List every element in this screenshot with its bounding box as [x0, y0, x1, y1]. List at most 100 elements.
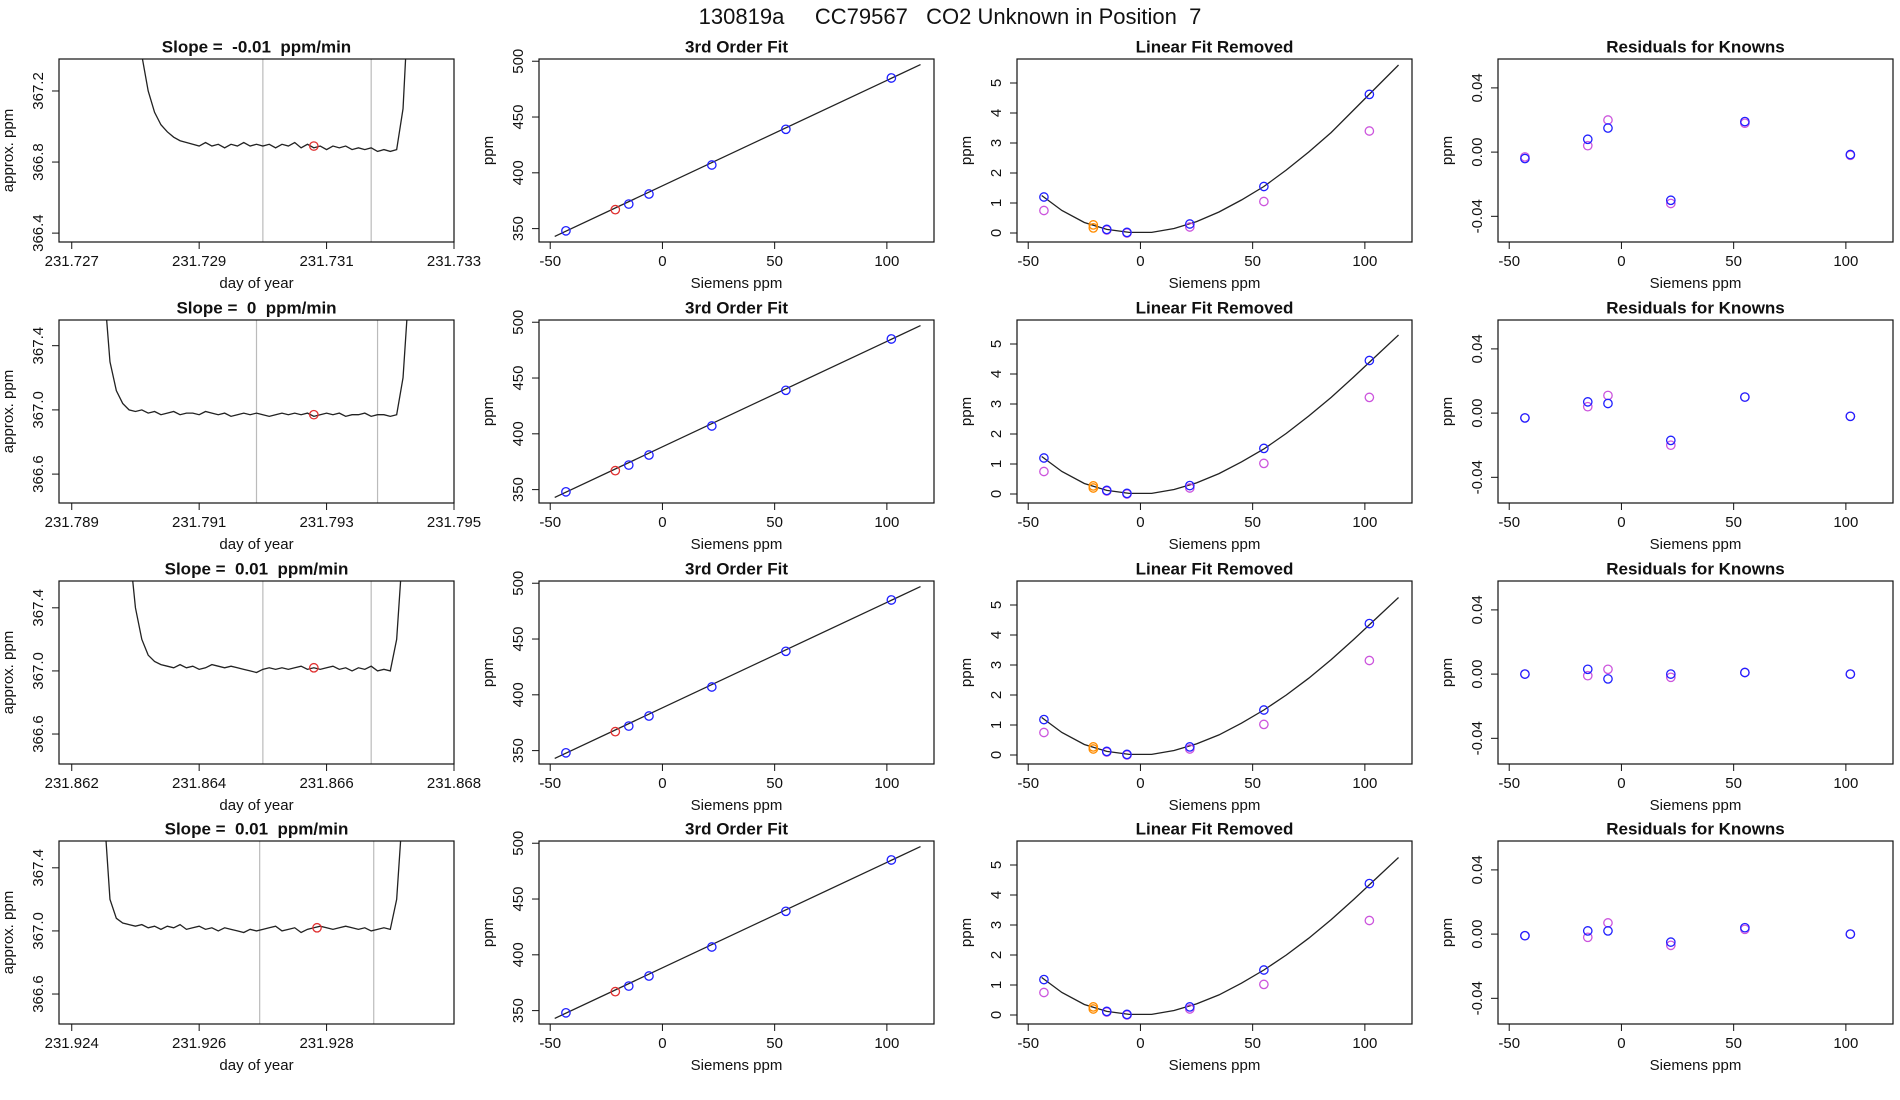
data-point: [1603, 674, 1613, 684]
plot-frame: [538, 58, 935, 243]
x-tick-label: 50: [1725, 253, 1742, 270]
y-tick-label: -0.04: [1469, 981, 1486, 1015]
data-point: [1665, 435, 1676, 446]
data-point: [1845, 669, 1856, 679]
y-tick-label: 0.00: [1469, 399, 1486, 428]
data-point: [561, 225, 571, 236]
x-tick-label: -50: [1017, 253, 1039, 270]
y-tick-label: 350: [510, 477, 527, 502]
data-point: [1364, 126, 1375, 136]
y-tick-label: 450: [510, 887, 527, 912]
plot-area: [1520, 918, 1856, 951]
data-point: [308, 141, 319, 151]
data-point: [1259, 458, 1269, 469]
x-tick-label: 50: [1725, 514, 1742, 531]
y-tick-label: 0.04: [1469, 855, 1486, 884]
data-point: [610, 726, 621, 737]
panel-title: Linear Fit Removed: [1136, 298, 1294, 317]
y-tick-label: 3: [988, 921, 1005, 929]
y-tick-label: 500: [510, 310, 527, 335]
x-tick-label: 100: [1352, 775, 1377, 792]
y-tick-label: 400: [510, 160, 527, 185]
y-tick-label: 450: [510, 105, 527, 130]
data-point: [886, 855, 897, 865]
data-line: [554, 845, 921, 1020]
data-point: [1101, 224, 1112, 235]
data-point: [706, 682, 717, 692]
x-axis-label: Siemens ppm: [1650, 275, 1742, 292]
plot-area: [141, 59, 407, 242]
y-axis-label: ppm: [958, 397, 975, 426]
plot-area: [554, 585, 921, 760]
panel-title: 3rd Order Fit: [685, 298, 788, 317]
y-axis-label: ppm: [958, 658, 975, 687]
plot-frame: [538, 319, 935, 504]
data-point: [1259, 965, 1269, 975]
data-point: [1088, 744, 1099, 754]
y-axis-label: approx. ppm: [0, 891, 17, 974]
y-tick-label: 367.4: [30, 327, 47, 365]
y-axis-label: approx. ppm: [0, 109, 17, 192]
panel-title: Slope = 0.01 ppm/min: [165, 559, 349, 578]
data-point: [1184, 742, 1195, 752]
data-point: [1582, 932, 1593, 943]
y-axis-label: ppm: [1439, 658, 1456, 687]
data-point: [886, 73, 897, 83]
plot-frame: [1016, 580, 1413, 765]
y-tick-label: 400: [510, 942, 527, 967]
data-point: [644, 711, 654, 721]
data-point: [1845, 149, 1856, 160]
data-point: [1259, 443, 1269, 454]
y-tick-label: 0.00: [1469, 138, 1486, 167]
x-tick-label: -50: [539, 253, 561, 270]
x-tick-label: 231.928: [299, 1035, 353, 1052]
data-point: [1259, 181, 1269, 192]
data-point: [781, 124, 791, 135]
data-point: [561, 747, 571, 758]
y-tick-label: 3: [988, 661, 1005, 669]
data-point: [1740, 116, 1750, 127]
data-point: [1845, 929, 1856, 939]
y-tick-label: 1: [988, 721, 1005, 729]
y-tick-label: 0.00: [1469, 920, 1486, 949]
y-tick-label: 367.2: [30, 72, 47, 110]
plot-area: [554, 845, 921, 1020]
x-tick-label: -50: [1017, 1035, 1039, 1052]
x-tick-label: 0: [1617, 253, 1625, 270]
data-point: [706, 160, 717, 170]
data-point: [623, 199, 634, 209]
x-tick-label: 100: [874, 514, 899, 531]
y-axis-label: ppm: [958, 136, 975, 165]
x-axis-label: Siemens ppm: [1169, 536, 1261, 553]
x-axis-label: Siemens ppm: [1650, 797, 1742, 814]
y-tick-label: 400: [510, 421, 527, 446]
data-point: [610, 204, 621, 215]
data-point: [1184, 480, 1195, 491]
y-axis-label: ppm: [480, 658, 497, 687]
plot-area: [1039, 597, 1399, 760]
data-point: [1364, 392, 1375, 403]
data-point: [644, 971, 654, 981]
plot-frame: [1497, 58, 1894, 243]
y-tick-label: 450: [510, 627, 527, 652]
y-tick-label: -0.04: [1469, 460, 1486, 494]
plot-area: [1520, 115, 1856, 209]
data-point: [1582, 134, 1593, 145]
x-tick-label: 231.729: [172, 253, 226, 270]
x-axis-label: Siemens ppm: [691, 797, 783, 814]
data-point: [1845, 411, 1856, 422]
panel: Slope = -0.01 ppm/min day of year approx. …: [0, 37, 481, 291]
plot-frame: [1016, 319, 1413, 504]
data-point: [781, 646, 791, 657]
x-tick-label: 231.924: [45, 1035, 99, 1052]
x-tick-label: -50: [1498, 514, 1520, 531]
y-tick-label: 0.00: [1469, 660, 1486, 689]
y-tick-label: 500: [510, 49, 527, 74]
data-point: [1088, 483, 1099, 493]
data-point: [1582, 670, 1593, 681]
y-axis-label: ppm: [1439, 918, 1456, 947]
data-point: [1740, 922, 1750, 933]
y-tick-label: -0.04: [1469, 721, 1486, 755]
y-tick-label: 3: [988, 139, 1005, 147]
